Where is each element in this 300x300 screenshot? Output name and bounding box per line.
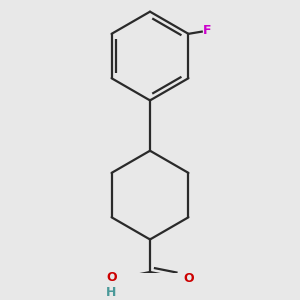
Text: O: O [183, 272, 194, 285]
Text: H: H [106, 286, 117, 299]
Text: O: O [106, 271, 117, 284]
Text: F: F [203, 24, 212, 38]
